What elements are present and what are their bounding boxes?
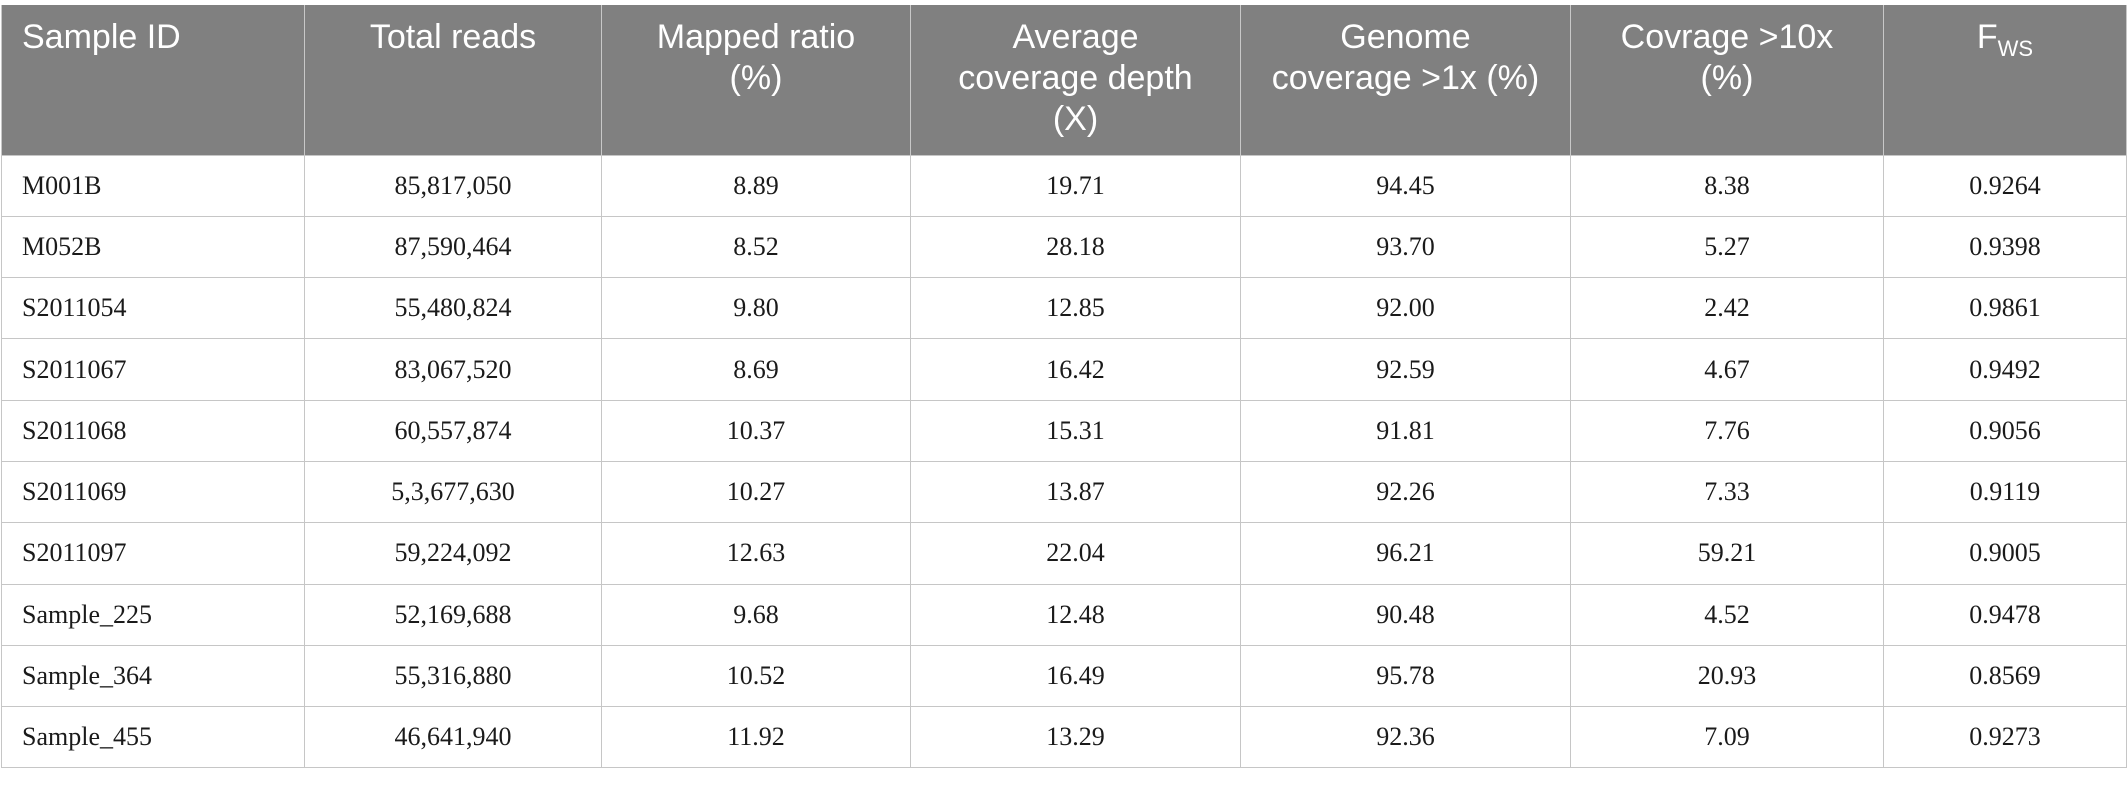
cell-average-coverage-depth: 13.87 (910, 460, 1241, 524)
header-fws: FWS (1883, 5, 2127, 155)
cell-fws: 0.9005 (1883, 522, 2127, 585)
header-row: Sample ID Total reads Mapped ratio (%) A… (1, 5, 2127, 155)
cell-average-coverage-depth: 28.18 (910, 215, 1241, 279)
table-row: S2011068 60,557,874 10.37 15.31 91.81 7.76 0.9… (1, 399, 2127, 462)
cell-sample-id: S2011097 (1, 522, 305, 585)
header-sample-id: Sample ID (1, 5, 305, 155)
cell-coverage-10x: 2.42 (1570, 277, 1884, 340)
cell-fws: 0.8569 (1883, 644, 2127, 708)
cell-mapped-ratio: 10.27 (601, 460, 911, 524)
cell-coverage-10x: 5.27 (1570, 215, 1884, 279)
cell-total-reads: 85,817,050 (304, 154, 602, 217)
cell-average-coverage-depth: 16.49 (910, 644, 1241, 708)
cell-coverage-10x: 8.38 (1570, 154, 1884, 217)
cell-mapped-ratio: 8.89 (601, 154, 911, 217)
cell-average-coverage-depth: 12.85 (910, 277, 1241, 340)
cell-fws: 0.9119 (1883, 460, 2127, 524)
cell-genome-coverage: 91.81 (1240, 399, 1571, 462)
header-total-reads: Total reads (304, 5, 602, 155)
cell-coverage-10x: 20.93 (1570, 644, 1884, 708)
cell-genome-coverage: 92.59 (1240, 338, 1571, 401)
cell-average-coverage-depth: 16.42 (910, 338, 1241, 401)
cell-average-coverage-depth: 19.71 (910, 154, 1241, 217)
cell-coverage-10x: 7.33 (1570, 460, 1884, 524)
header-average-coverage-depth: Average coverage depth (X) (910, 5, 1241, 155)
table-row: M001B 85,817,050 8.89 19.71 94.45 8.38 0.9264 (1, 154, 2127, 217)
cell-fws: 0.9273 (1883, 706, 2127, 769)
cell-fws: 0.9861 (1883, 277, 2127, 340)
header-genome-coverage: Genome coverage >1x (%) (1240, 5, 1571, 155)
cell-total-reads: 55,480,824 (304, 277, 602, 340)
cell-mapped-ratio: 10.52 (601, 644, 911, 708)
cell-genome-coverage: 96.21 (1240, 522, 1571, 585)
sample-statistics-table: Sample ID Total reads Mapped ratio (%) A… (1, 5, 2127, 769)
table-row: S2011054 55,480,824 9.80 12.85 92.00 2.42 0.98… (1, 277, 2127, 340)
cell-genome-coverage: 93.70 (1240, 215, 1571, 279)
cell-coverage-10x: 4.52 (1570, 583, 1884, 646)
header-mapped-ratio: Mapped ratio (%) (601, 5, 911, 155)
cell-fws: 0.9398 (1883, 215, 2127, 279)
cell-coverage-10x: 4.67 (1570, 338, 1884, 401)
table-row: Sample_455 46,641,940 11.92 13.29 92.36 7.09 0… (1, 706, 2127, 769)
cell-total-reads: 52,169,688 (304, 583, 602, 646)
header-coverage-10x: Covrage >10x (%) (1570, 5, 1884, 155)
cell-total-reads: 5,3,677,630 (304, 460, 602, 524)
table-row: S2011067 83,067,520 8.69 16.42 92.59 4.67 0.94… (1, 338, 2127, 401)
cell-coverage-10x: 7.09 (1570, 706, 1884, 769)
header-fws-main: F (1976, 18, 1998, 56)
cell-mapped-ratio: 11.92 (601, 706, 911, 769)
cell-total-reads: 83,067,520 (304, 338, 602, 401)
cell-mapped-ratio: 8.52 (601, 215, 911, 279)
cell-fws: 0.9056 (1883, 399, 2127, 462)
cell-average-coverage-depth: 13.29 (910, 706, 1241, 769)
cell-sample-id: Sample_225 (1, 583, 305, 646)
cell-sample-id: S2011069 (1, 460, 305, 524)
cell-genome-coverage: 92.36 (1240, 706, 1571, 769)
cell-average-coverage-depth: 12.48 (910, 583, 1241, 646)
header-fws-subscript: WS (1997, 36, 2034, 61)
cell-genome-coverage: 95.78 (1240, 644, 1571, 708)
cell-sample-id: Sample_364 (1, 644, 305, 708)
cell-sample-id: S2011068 (1, 399, 305, 462)
cell-mapped-ratio: 12.63 (601, 522, 911, 585)
table-row: Sample_364 55,316,880 10.52 16.49 95.78 20.93… (1, 644, 2127, 708)
cell-genome-coverage: 92.00 (1240, 277, 1571, 340)
table-body: M001B 85,817,050 8.89 19.71 94.45 8.38 0.9264 M… (1, 154, 2127, 769)
cell-total-reads: 46,641,940 (304, 706, 602, 769)
cell-genome-coverage: 90.48 (1240, 583, 1571, 646)
cell-total-reads: 87,590,464 (304, 215, 602, 279)
cell-mapped-ratio: 8.69 (601, 338, 911, 401)
table-row: S2011069 5,3,677,630 10.27 13.87 92.26 7.33 0.… (1, 460, 2127, 524)
table-header: Sample ID Total reads Mapped ratio (%) A… (1, 5, 2127, 155)
cell-average-coverage-depth: 22.04 (910, 522, 1241, 585)
cell-mapped-ratio: 10.37 (601, 399, 911, 462)
cell-fws: 0.9492 (1883, 338, 2127, 401)
cell-mapped-ratio: 9.68 (601, 583, 911, 646)
cell-average-coverage-depth: 15.31 (910, 399, 1241, 462)
cell-fws: 0.9478 (1883, 583, 2127, 646)
table-row: M052B 87,590,464 8.52 28.18 93.70 5.27 0.9398 (1, 215, 2127, 279)
cell-genome-coverage: 94.45 (1240, 154, 1571, 217)
sample-statistics-table-container: Sample ID Total reads Mapped ratio (%) A… (1, 5, 2127, 769)
cell-fws: 0.9264 (1883, 154, 2127, 217)
cell-total-reads: 55,316,880 (304, 644, 602, 708)
cell-total-reads: 59,224,092 (304, 522, 602, 585)
cell-sample-id: Sample_455 (1, 706, 305, 769)
cell-sample-id: M001B (1, 154, 305, 217)
table-row: Sample_225 52,169,688 9.68 12.48 90.48 4.52 0.… (1, 583, 2127, 646)
cell-sample-id: S2011067 (1, 338, 305, 401)
cell-mapped-ratio: 9.80 (601, 277, 911, 340)
cell-sample-id: M052B (1, 215, 305, 279)
cell-sample-id: S2011054 (1, 277, 305, 340)
cell-coverage-10x: 7.76 (1570, 399, 1884, 462)
cell-total-reads: 60,557,874 (304, 399, 602, 462)
cell-coverage-10x: 59.21 (1570, 522, 1884, 585)
table-row: S2011097 59,224,092 12.63 22.04 96.21 59.21 0.… (1, 522, 2127, 585)
cell-genome-coverage: 92.26 (1240, 460, 1571, 524)
